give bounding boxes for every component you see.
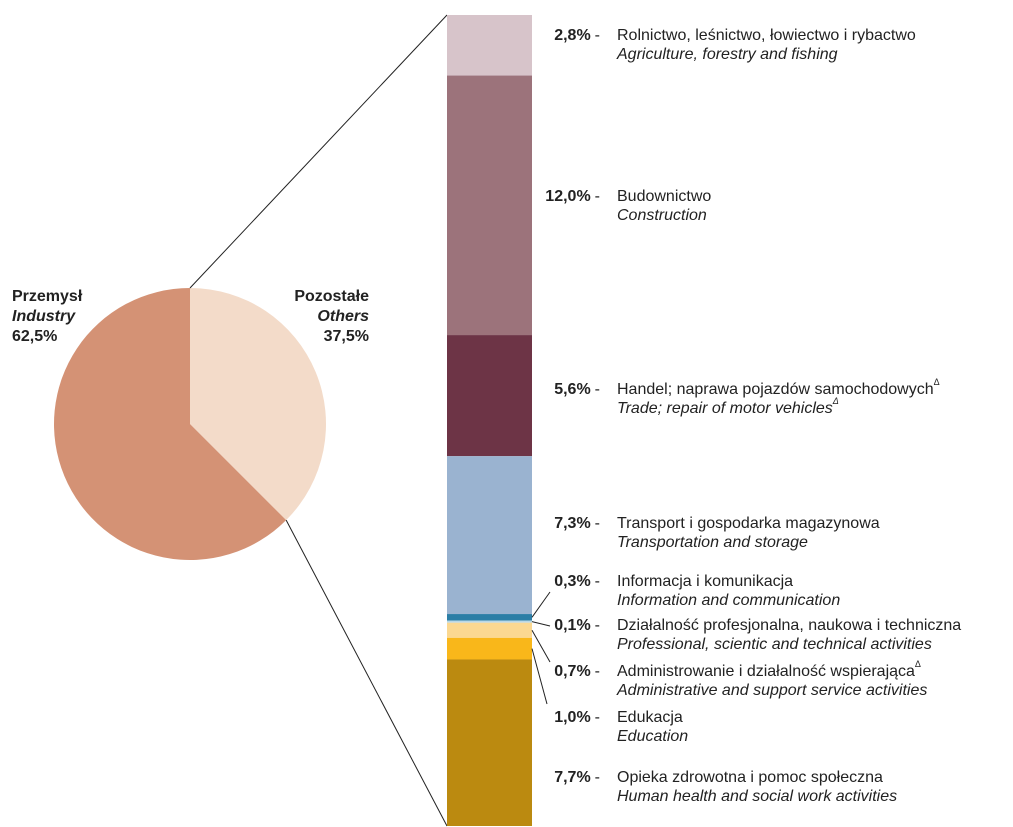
bar-segment [447,15,532,76]
category-name: Budownictwo [617,188,711,205]
separator: - [595,769,600,786]
bar-value-label: 0,3% [554,573,590,590]
category-name: Administrowanie i działalność wspierając… [617,663,915,680]
bar-value-label: 0,7% [554,663,590,680]
bar-label: 5,6% - [554,381,600,398]
separator: - [595,515,600,532]
bar-category-en: Trade; repair of motor vehiclesΔ [617,396,839,417]
bar-label: 0,3% - [554,573,600,590]
superscript: Δ [915,659,921,669]
bar-category: Edukacja [617,709,683,726]
bar-segment [447,335,532,457]
separator: - [595,27,600,44]
leader-line [531,591,551,618]
category-name: Rolnictwo, leśnictwo, łowiectwo i rybact… [617,27,916,44]
bar-value-label: 7,7% [554,769,590,786]
connector [285,519,448,827]
bar-label: 0,7% - [554,663,600,680]
bar-category-en: Construction [617,207,707,224]
bar-segment [447,75,532,336]
bar-category: Opieka zdrowotna i pomoc społeczna [617,769,883,786]
category-name-en: Construction [617,207,707,224]
bar-category-en: Administrative and support service activ… [616,682,927,699]
category-name-en: Human health and social work activities [617,788,897,805]
bar-label: 2,8% - [554,27,600,44]
category-name-en: Professional, scientic and technical act… [617,636,932,653]
bar-segment [447,637,532,660]
category-name: Informacja i komunikacja [617,573,793,590]
leader-line [531,621,551,627]
pie-value-label: 37,5% [324,328,369,345]
bar-category-en: Professional, scientic and technical act… [617,636,932,653]
bar-category: Działalność profesjonalna, naukowa i tec… [617,617,961,634]
bar-category-en: Agriculture, forestry and fishing [616,46,838,63]
bar-segment [447,622,532,638]
bar-category-en: Human health and social work activities [617,788,897,805]
bar-category: Administrowanie i działalność wspierając… [617,659,921,680]
bar-category-en: Transportation and storage [617,534,808,551]
category-name: Edukacja [617,709,683,726]
leader-line [531,648,548,705]
bar-label: 0,1% - [554,617,600,634]
separator: - [595,663,600,680]
category-name: Transport i gospodarka magazynowa [617,515,880,532]
pie-slice [190,288,326,521]
separator: - [595,188,600,205]
bar-category-en: Information and communication [617,592,840,609]
leader-line [531,630,551,663]
pie-label: Pozostałe [294,288,369,305]
category-name-en: Agriculture, forestry and fishing [616,46,838,63]
bar-segment [447,456,532,615]
bar-value-label: 5,6% [554,381,590,398]
bar-category: Handel; naprawa pojazdów samochodowychΔ [617,377,940,398]
separator: - [595,617,600,634]
bar-value-label: 7,3% [554,515,590,532]
bar-category: Informacja i komunikacja [617,573,793,590]
bar-label: 7,3% - [554,515,600,532]
pie-value-label: 62,5% [12,328,57,345]
category-name-en: Transportation and storage [617,534,808,551]
superscript: Δ [934,377,940,387]
pie-label-en: Others [317,308,369,325]
separator: - [595,573,600,590]
pie-label-en: Industry [12,308,76,325]
bar-segment [447,659,532,826]
bar-value-label: 2,8% [554,27,590,44]
connector [189,14,448,289]
bar-category-en: Education [617,728,688,745]
bar-segment [447,614,532,621]
category-name-en: Trade; repair of motor vehicles [617,400,833,417]
bar-category: Transport i gospodarka magazynowa [617,515,880,532]
bar-value-label: 12,0% [545,188,590,205]
bar-label: 12,0% - [545,188,600,205]
category-name-en: Administrative and support service activ… [616,682,927,699]
pie-slice [53,288,287,561]
pie-label: Przemysł [12,288,83,305]
bar-value-label: 0,1% [554,617,590,634]
bar-category: Rolnictwo, leśnictwo, łowiectwo i rybact… [617,27,916,44]
category-name: Handel; naprawa pojazdów samochodowych [617,381,934,398]
category-name: Działalność profesjonalna, naukowa i tec… [617,617,961,634]
bar-segment [447,620,532,623]
category-name: Opieka zdrowotna i pomoc społeczna [617,769,883,786]
separator: - [595,709,600,726]
bar-category: Budownictwo [617,188,711,205]
category-name-en: Information and communication [617,592,840,609]
bar-label: 7,7% - [554,769,600,786]
category-name-en: Education [617,728,688,745]
superscript: Δ [832,396,839,406]
bar-value-label: 1,0% [554,709,590,726]
separator: - [595,381,600,398]
bar-label: 1,0% - [554,709,600,726]
